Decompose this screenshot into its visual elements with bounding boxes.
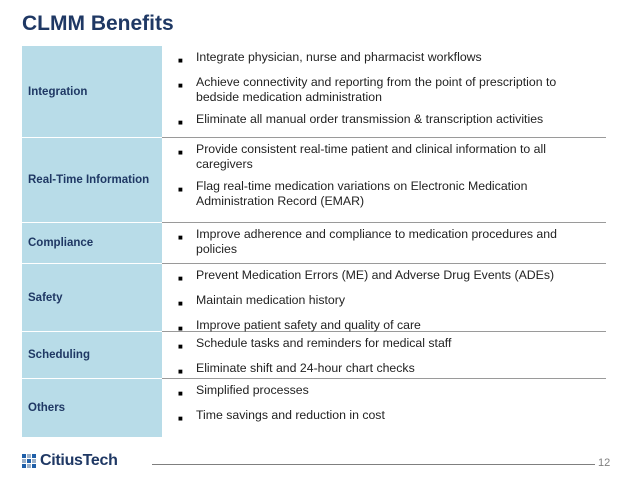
list-item: ■ Integrate physician, nurse and pharmaci… [178, 50, 600, 68]
list-item: ■ Eliminate all manual order transmission… [178, 112, 600, 130]
square-bullet-icon: ■ [178, 118, 183, 127]
page-number: 12 [598, 457, 611, 469]
slide-title: CLMM Benefits [22, 12, 174, 35]
benefits-table: Integration ■ Integrate physician, nurse … [22, 46, 606, 438]
list-item: ■ Maintain medication history [178, 293, 600, 311]
list-item: ■ Time savings and reduction in cost [178, 408, 600, 426]
benefits-cell-compliance: ■ Improve adherence and compliance to med… [162, 223, 606, 264]
benefits-cell-scheduling: ■ Schedule tasks and reminders for medica… [162, 332, 606, 379]
square-bullet-icon: ■ [178, 389, 183, 398]
benefits-cell-real-time-information: ■ Provide consistent real-time patient an… [162, 138, 606, 223]
footer-divider [152, 464, 595, 465]
square-bullet-icon: ■ [178, 299, 183, 308]
square-bullet-icon: ■ [178, 233, 183, 242]
list-item: ■ Provide consistent real-time patient an… [178, 142, 546, 171]
square-bullet-icon: ■ [178, 81, 183, 90]
category-integration: Integration [22, 46, 162, 138]
benefits-cell-others: ■ Simplified processes ■ Time savings and … [162, 379, 606, 438]
list-item: ■ Prevent Medication Errors (ME) and Adve… [178, 268, 600, 286]
square-bullet-icon: ■ [178, 324, 183, 333]
category-real-time-information: Real-Time Information [22, 138, 162, 223]
benefits-cell-safety: ■ Prevent Medication Errors (ME) and Adve… [162, 264, 606, 333]
benefits-cell-integration: ■ Integrate physician, nurse and pharmaci… [162, 46, 606, 138]
list-item: ■ Flag real-time medication variations on… [178, 179, 528, 208]
square-bullet-icon: ■ [178, 274, 183, 283]
logo-mark-icon [22, 454, 36, 468]
list-item: ■ Schedule tasks and reminders for medica… [178, 336, 600, 354]
list-item: ■ Eliminate shift and 24-hour chart check… [178, 361, 600, 379]
category-scheduling: Scheduling [22, 332, 162, 379]
list-item: ■ Improve patient safety and quality of c… [178, 318, 600, 336]
square-bullet-icon: ■ [178, 414, 183, 423]
company-logo: CitiusTech [22, 452, 118, 470]
square-bullet-icon: ■ [178, 56, 183, 65]
category-safety: Safety [22, 264, 162, 332]
square-bullet-icon: ■ [178, 148, 183, 157]
list-item: ■ Simplified processes [178, 383, 600, 401]
logo-text: CitiusTech [40, 452, 118, 469]
square-bullet-icon: ■ [178, 367, 183, 376]
category-compliance: Compliance [22, 223, 162, 264]
list-item: ■ Improve adherence and compliance to med… [178, 227, 557, 256]
square-bullet-icon: ■ [178, 342, 183, 351]
square-bullet-icon: ■ [178, 185, 183, 194]
category-others: Others [22, 379, 162, 438]
list-item: ■ Achieve connectivity and reporting from… [178, 75, 557, 104]
